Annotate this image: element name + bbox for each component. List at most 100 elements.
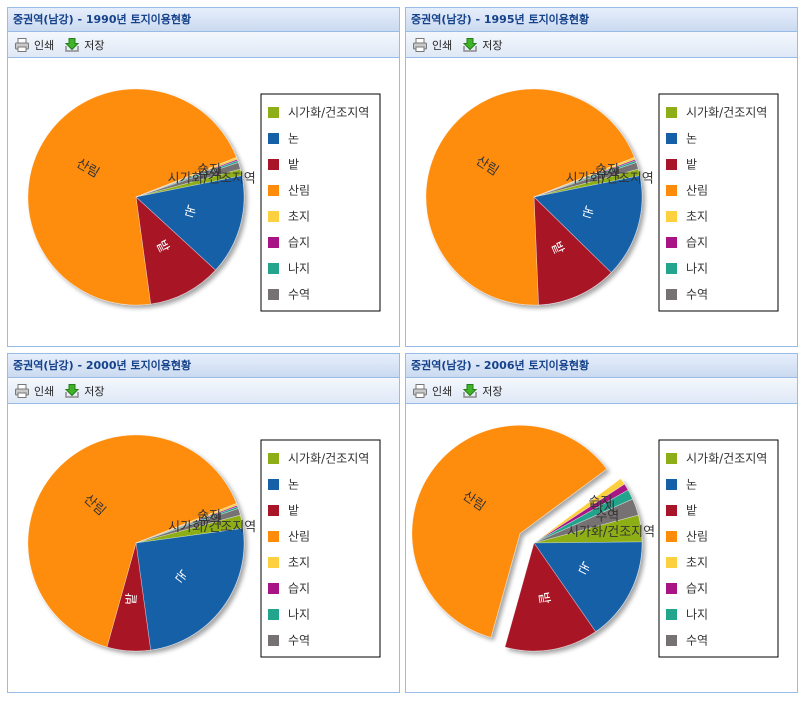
legend-swatch — [268, 583, 279, 594]
legend-swatch — [268, 211, 279, 222]
legend-label: 나지 — [288, 262, 310, 276]
download-icon — [462, 383, 478, 399]
print-label: 인쇄 — [34, 38, 55, 52]
legend-swatch — [666, 263, 677, 274]
chart-area: 시가화/건조지역 논 밭 산림 습지 수역 시가화/건조지역 논 밭 산림 초지 습지 나지 수역 — [8, 404, 399, 692]
legend-label: 산림 — [686, 530, 708, 544]
print-button[interactable]: 인쇄 — [412, 383, 452, 399]
slice-label: 시가화/건조지역 — [168, 172, 256, 187]
panel-toolbar: 인쇄 저장 — [406, 378, 797, 404]
pie-slice[interactable] — [27, 88, 237, 306]
print-button[interactable]: 인쇄 — [412, 37, 452, 53]
panel-title: 중권역(남강) - 1990년 토지이용현황 — [8, 8, 399, 32]
download-icon — [64, 37, 80, 53]
pie-slice[interactable] — [135, 175, 245, 271]
legend-box — [658, 93, 779, 312]
save-label: 저장 — [84, 38, 105, 52]
legend-swatch — [666, 531, 677, 542]
legend-swatch — [268, 505, 279, 516]
slice-label: 수역 — [595, 510, 619, 525]
save-label: 저장 — [482, 38, 503, 52]
pie-slice[interactable] — [533, 175, 643, 273]
legend-swatch — [268, 159, 279, 170]
save-button[interactable]: 저장 — [64, 37, 105, 53]
legend-label: 습지 — [686, 582, 708, 596]
legend-swatch — [666, 185, 677, 196]
legend-label: 산림 — [288, 530, 310, 544]
legend-label: 초지 — [686, 556, 708, 570]
panel-toolbar: 인쇄 저장 — [8, 378, 399, 404]
panel-title: 중권역(남강) - 1995년 토지이용현황 — [406, 8, 797, 32]
save-button[interactable]: 저장 — [462, 383, 503, 399]
pie-slice[interactable] — [533, 196, 612, 306]
panel-title: 중권역(남강) - 2006년 토지이용현황 — [406, 354, 797, 378]
legend-label: 산림 — [288, 184, 310, 198]
pie-slice[interactable] — [135, 528, 245, 651]
pie-slice[interactable] — [135, 162, 241, 198]
legend-label: 시가화/건조지역 — [288, 106, 369, 120]
legend-label: 시가화/건조지역 — [686, 106, 767, 120]
legend-swatch — [666, 583, 677, 594]
legend-label: 산림 — [686, 184, 708, 198]
print-label: 인쇄 — [34, 384, 55, 398]
pie-slice[interactable] — [533, 162, 639, 198]
slice-label: 밭 — [548, 240, 567, 257]
legend-swatch — [666, 635, 677, 646]
legend-label: 밭 — [288, 158, 299, 172]
legend-swatch — [268, 531, 279, 542]
legend-label: 논 — [288, 478, 299, 492]
panel-toolbar: 인쇄 저장 — [406, 32, 797, 58]
legend-label: 나지 — [686, 608, 708, 622]
pie-slice[interactable] — [27, 434, 237, 648]
chart-area: 시가화/건조지역 논 밭 산림 습지 나지 수역 시가화/건조지역 논 밭 산림 초지 습지 나지 수역 — [406, 404, 797, 692]
legend-label: 수역 — [288, 634, 310, 648]
pie-slice[interactable] — [533, 498, 639, 544]
pie-slice[interactable] — [504, 542, 597, 652]
legend-swatch — [268, 557, 279, 568]
pie-slice[interactable] — [135, 508, 241, 544]
pie-slice[interactable] — [533, 541, 643, 633]
legend-label: 초지 — [288, 556, 310, 570]
save-button[interactable]: 저장 — [462, 37, 503, 53]
print-button[interactable]: 인쇄 — [14, 383, 54, 399]
legend-swatch — [666, 289, 677, 300]
legend-swatch — [666, 479, 677, 490]
legend-label: 수역 — [288, 288, 310, 302]
legend-box — [658, 439, 779, 658]
legend-label: 습지 — [686, 236, 708, 250]
legend-label: 수역 — [686, 288, 708, 302]
download-icon — [462, 37, 478, 53]
legend-label: 수역 — [686, 634, 708, 648]
legend-label: 시가화/건조지역 — [686, 452, 767, 466]
print-label: 인쇄 — [432, 384, 453, 398]
legend-swatch — [268, 609, 279, 620]
legend-label: 초지 — [686, 210, 708, 224]
legend-swatch — [666, 211, 677, 222]
legend-swatch — [666, 107, 677, 118]
legend-label: 습지 — [288, 236, 310, 250]
pie-slice[interactable] — [135, 196, 216, 305]
slice-label: 밭 — [124, 593, 140, 606]
legend-label: 초지 — [288, 210, 310, 224]
pie-slice[interactable] — [425, 88, 635, 306]
chart-panel-1990: 중권역(남강) - 1990년 토지이용현황 인쇄 저장 시가화/건조지역 논 밭 산… — [7, 7, 400, 347]
save-label: 저장 — [482, 384, 503, 398]
legend-swatch — [666, 505, 677, 516]
print-button[interactable]: 인쇄 — [14, 37, 54, 53]
legend-label: 논 — [686, 478, 697, 492]
chart-panel-2006: 중권역(남강) - 2006년 토지이용현황 인쇄 저장 시가화/건조지역 논 밭 산… — [405, 353, 798, 693]
legend-label: 논 — [686, 132, 697, 146]
slice-label: 습지 — [197, 163, 221, 178]
legend-label: 논 — [288, 132, 299, 146]
save-button[interactable]: 저장 — [64, 383, 105, 399]
printer-icon — [14, 37, 30, 53]
legend-swatch — [268, 263, 279, 274]
pie-slice[interactable] — [411, 425, 608, 638]
legend-box — [260, 439, 381, 658]
printer-icon — [412, 37, 428, 53]
slice-label: 시가화/건조지역 — [168, 520, 256, 535]
chart-area: 시가화/건조지역 논 밭 산림 습지 수역 시가화/건조지역 논 밭 산림 초지 습지 나지 수역 — [406, 58, 797, 346]
legend-swatch — [666, 133, 677, 144]
legend-swatch — [666, 159, 677, 170]
